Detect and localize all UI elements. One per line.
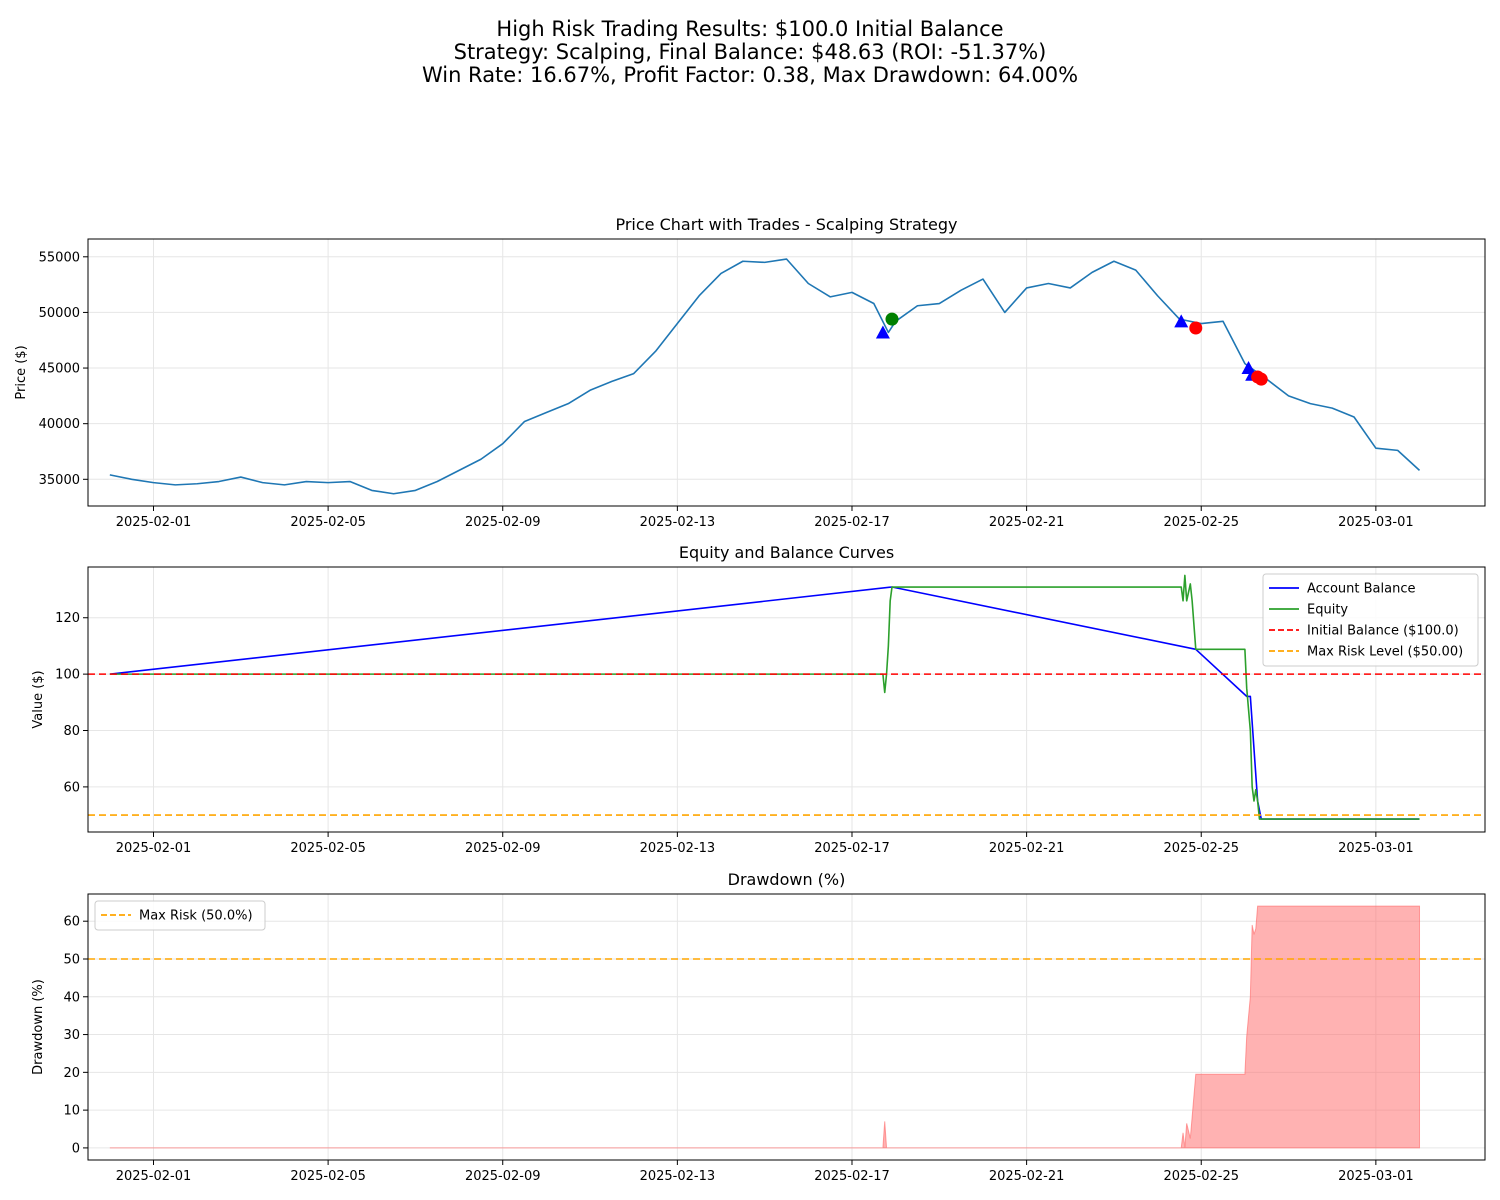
legend-label: Account Balance (1307, 582, 1415, 597)
figure-title-line-1: High Risk Trading Results: $100.0 Initia… (496, 17, 1004, 41)
chart-title: Equity and Balance Curves (679, 543, 894, 562)
y-axis-label: Value ($) (31, 670, 46, 728)
entry-marker-triangle (1174, 314, 1189, 328)
x-tick-label: 2025-02-13 (640, 841, 716, 856)
gridlines (88, 239, 1485, 506)
x-tick-label: 2025-02-01 (116, 515, 192, 530)
x-tick-label: 2025-02-17 (814, 515, 890, 530)
x-tick-label: 2025-03-01 (1338, 515, 1414, 530)
figure-title-line-2: Strategy: Scalping, Final Balance: $48.6… (453, 40, 1047, 64)
x-tick-label: 2025-02-09 (465, 841, 541, 856)
y-tick-label: 100 (55, 668, 80, 683)
y-tick-label: 35000 (39, 473, 80, 488)
legend-label: Max Risk Level ($50.00) (1307, 645, 1463, 660)
x-tick-label: 2025-02-01 (116, 1169, 192, 1184)
figure-title-line-3: Win Rate: 16.67%, Profit Factor: 0.38, M… (421, 63, 1079, 87)
drawdown-area (109, 905, 1421, 1149)
x-tick-label: 2025-02-21 (989, 1169, 1065, 1184)
legend-label: Equity (1307, 603, 1348, 618)
chart-title: Price Chart with Trades - Scalping Strat… (615, 215, 957, 234)
y-tick-label: 40000 (39, 417, 80, 432)
y-tick-label: 20 (63, 1066, 80, 1081)
gridlines (88, 567, 1485, 832)
series-line-price (109, 258, 1421, 495)
x-tick-label: 2025-02-05 (290, 515, 366, 530)
x-tick-label: 2025-02-17 (814, 1169, 890, 1184)
legend-box (1262, 573, 1479, 667)
x-tick-label: 2025-02-13 (640, 515, 716, 530)
axes-frame (87, 566, 1486, 833)
legend: Account Balance Equity Initial Balance ($1… (1262, 573, 1479, 667)
series-line-equity (109, 574, 1420, 820)
x-tick-label: 2025-02-21 (989, 515, 1065, 530)
exit-marker-circle (1189, 321, 1203, 335)
chart-2: Equity and Balance Curves 2025-02-01 2025-… (31, 543, 1486, 856)
y-axis-label: Drawdown (%) (31, 979, 46, 1075)
axes-frame (87, 893, 1486, 1161)
exit-marker-circle (885, 312, 899, 326)
y-tick-label: 50 (63, 952, 80, 967)
legend: Max Risk (50.0%) (94, 900, 266, 931)
x-tick-label: 2025-02-05 (290, 841, 366, 856)
legend-label: Initial Balance ($100.0) (1307, 624, 1459, 639)
plot-area (88, 574, 1485, 820)
entry-marker-triangle (875, 325, 890, 339)
chart-1: Price Chart with Trades - Scalping Strat… (14, 215, 1486, 530)
legend-box (94, 900, 266, 931)
y-tick-label: 55000 (39, 250, 80, 265)
x-tick-label: 2025-02-13 (640, 1169, 716, 1184)
legend-label: Max Risk (50.0%) (139, 909, 253, 924)
y-tick-label: 45000 (39, 362, 80, 377)
y-tick-label: 60 (63, 780, 80, 795)
x-tick-label: 2025-03-01 (1338, 841, 1414, 856)
x-tick-label: 2025-02-09 (465, 515, 541, 530)
y-tick-label: 10 (63, 1104, 80, 1119)
x-tick-label: 2025-02-05 (290, 1169, 366, 1184)
y-tick-label: 0 (72, 1141, 80, 1156)
chart-3: Drawdown (%) 2025-02-01 2025-02-05 2025-02-… (31, 870, 1486, 1184)
x-tick-label: 2025-02-09 (465, 1169, 541, 1184)
axes-frame (87, 238, 1486, 507)
x-tick-label: 2025-02-25 (1163, 841, 1239, 856)
y-tick-label: 120 (55, 611, 80, 626)
x-tick-label: 2025-02-25 (1163, 1169, 1239, 1184)
y-tick-label: 80 (63, 724, 80, 739)
x-tick-label: 2025-02-17 (814, 841, 890, 856)
figure-title: High Risk Trading Results: $100.0 Initia… (0, 18, 1500, 87)
plot-area (88, 905, 1485, 1149)
y-tick-label: 50000 (39, 306, 80, 321)
x-tick-label: 2025-02-01 (116, 841, 192, 856)
x-tick-label: 2025-03-01 (1338, 1169, 1414, 1184)
y-tick-label: 60 (63, 915, 80, 930)
x-tick-label: 2025-02-21 (989, 841, 1065, 856)
series-line-account-balance (109, 586, 1420, 820)
y-tick-label: 40 (63, 990, 80, 1005)
x-tick-label: 2025-02-25 (1163, 515, 1239, 530)
y-axis-label: Price ($) (14, 345, 29, 399)
plot-area (109, 258, 1421, 495)
y-tick-label: 30 (63, 1028, 80, 1043)
exit-marker-circle (1254, 372, 1268, 386)
chart-title: Drawdown (%) (728, 870, 846, 889)
